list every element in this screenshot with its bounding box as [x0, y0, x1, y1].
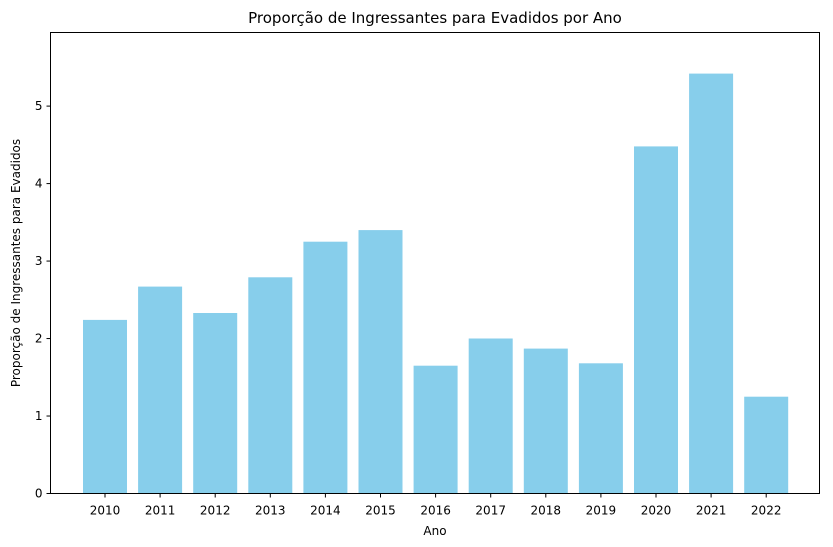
bar-2010 — [83, 319, 127, 494]
chart-title: Proporção de Ingressantes para Evadidos … — [248, 9, 622, 27]
bar-2017 — [468, 338, 513, 494]
x-tick-label: 2017 — [475, 504, 506, 518]
y-tick-label: 3 — [35, 254, 43, 268]
x-tick-label: 2010 — [90, 504, 121, 518]
bar-2012 — [193, 313, 238, 494]
bar-2018 — [523, 348, 568, 494]
bar-2016 — [413, 365, 458, 494]
y-tick-label: 2 — [35, 332, 43, 346]
y-axis-label: Proporção de Ingressantes para Evadidos — [9, 139, 23, 387]
bar-2021 — [689, 73, 734, 494]
y-tick-label: 1 — [35, 409, 43, 423]
x-tick-label: 2021 — [696, 504, 727, 518]
x-tick-label: 2018 — [531, 504, 562, 518]
y-axis: 0 1 2 3 4 5 — [35, 99, 51, 501]
y-tick-label: 4 — [35, 177, 43, 191]
x-tick-label: 2019 — [586, 504, 617, 518]
bar-2022 — [744, 396, 789, 494]
x-axis-label: Ano — [423, 524, 446, 538]
bar-2013 — [248, 277, 293, 494]
x-axis: 2010 2011 2012 2013 2014 2015 2016 2017 2018 2019… — [90, 493, 782, 518]
x-tick-label: 2011 — [145, 504, 176, 518]
x-tick-label: 2014 — [310, 504, 341, 518]
bar-2020 — [634, 146, 678, 494]
x-tick-label: 2012 — [200, 504, 231, 518]
x-tick-label: 2013 — [255, 504, 286, 518]
plot-area-frame — [50, 32, 820, 494]
y-tick-label: 5 — [35, 99, 43, 113]
x-tick-label: 2022 — [751, 504, 782, 518]
bar-2011 — [138, 286, 183, 494]
y-tick-label: 0 — [35, 487, 43, 501]
x-tick-label: 2016 — [420, 504, 451, 518]
bar-2015 — [358, 230, 403, 494]
x-tick-label: 2020 — [641, 504, 672, 518]
x-tick-label: 2015 — [365, 504, 396, 518]
bars-group — [83, 73, 789, 494]
bar-2019 — [578, 363, 623, 494]
bar-2014 — [303, 241, 348, 494]
